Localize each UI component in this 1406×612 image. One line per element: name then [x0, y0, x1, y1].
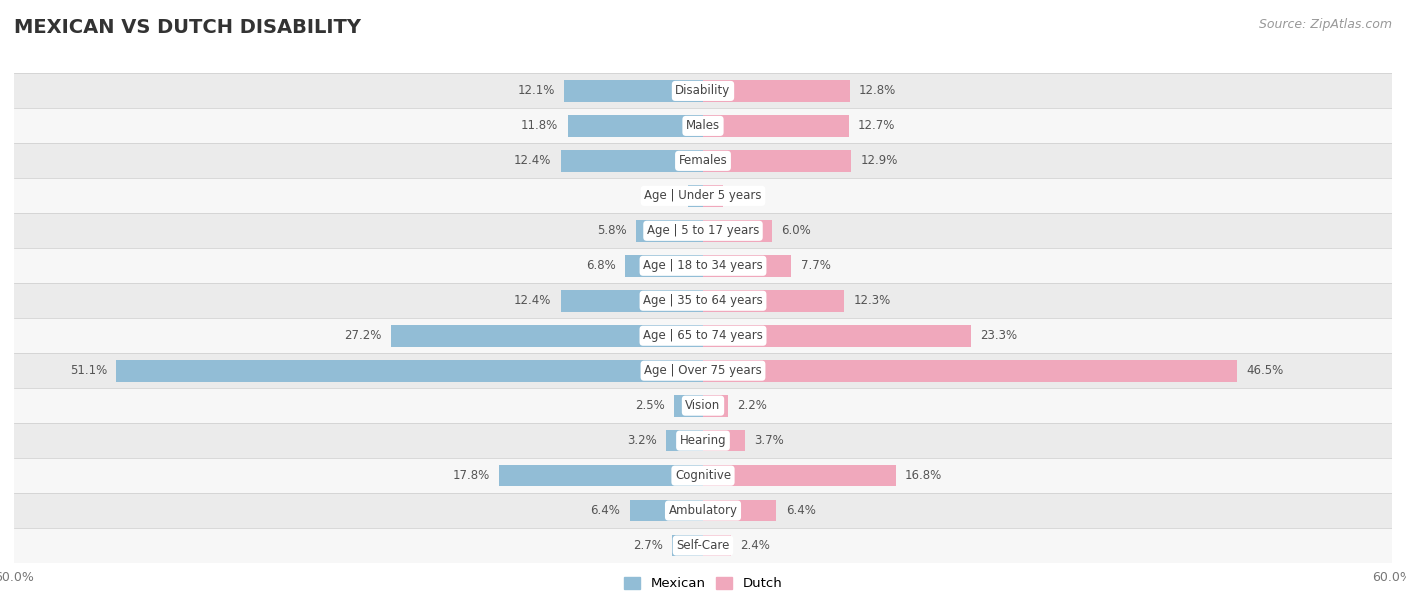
Bar [630, 500, 703, 521]
Bar [672, 535, 703, 556]
Bar [703, 500, 776, 521]
Text: 2.7%: 2.7% [633, 539, 662, 552]
Text: 12.1%: 12.1% [517, 84, 555, 97]
Bar [703, 535, 731, 556]
Bar [637, 220, 703, 242]
Bar [14, 248, 1392, 283]
Text: 12.9%: 12.9% [860, 154, 897, 167]
Text: 12.4%: 12.4% [515, 294, 551, 307]
Bar [568, 115, 703, 136]
Bar [14, 353, 1392, 388]
Text: 17.8%: 17.8% [453, 469, 489, 482]
Text: Self-Care: Self-Care [676, 539, 730, 552]
Bar [564, 80, 703, 102]
Bar [14, 214, 1392, 248]
Text: 51.1%: 51.1% [70, 364, 107, 377]
Text: 16.8%: 16.8% [905, 469, 942, 482]
Bar [703, 255, 792, 277]
Bar [14, 528, 1392, 563]
Text: 2.5%: 2.5% [636, 399, 665, 412]
Bar [666, 430, 703, 452]
Text: Age | 65 to 74 years: Age | 65 to 74 years [643, 329, 763, 342]
Text: MEXICAN VS DUTCH DISABILITY: MEXICAN VS DUTCH DISABILITY [14, 18, 361, 37]
Bar [703, 185, 723, 207]
Bar [14, 73, 1392, 108]
Text: Ambulatory: Ambulatory [668, 504, 738, 517]
Text: Hearing: Hearing [679, 434, 727, 447]
Bar [499, 465, 703, 487]
Text: Age | Under 5 years: Age | Under 5 years [644, 189, 762, 203]
Text: Males: Males [686, 119, 720, 132]
Text: Age | 5 to 17 years: Age | 5 to 17 years [647, 225, 759, 237]
Text: 6.4%: 6.4% [786, 504, 815, 517]
Text: Age | 35 to 64 years: Age | 35 to 64 years [643, 294, 763, 307]
Text: 27.2%: 27.2% [344, 329, 381, 342]
Bar [14, 388, 1392, 423]
Bar [14, 108, 1392, 143]
Bar [703, 115, 849, 136]
Text: 7.7%: 7.7% [800, 259, 831, 272]
Text: 46.5%: 46.5% [1246, 364, 1284, 377]
Text: Source: ZipAtlas.com: Source: ZipAtlas.com [1258, 18, 1392, 31]
Bar [703, 150, 851, 172]
Text: Age | Over 75 years: Age | Over 75 years [644, 364, 762, 377]
Text: 11.8%: 11.8% [522, 119, 558, 132]
Bar [391, 325, 703, 346]
Bar [14, 178, 1392, 214]
Text: 6.4%: 6.4% [591, 504, 620, 517]
Bar [561, 150, 703, 172]
Legend: Mexican, Dutch: Mexican, Dutch [619, 572, 787, 595]
Text: 5.8%: 5.8% [598, 225, 627, 237]
Bar [624, 255, 703, 277]
Bar [703, 325, 970, 346]
Text: 2.2%: 2.2% [738, 399, 768, 412]
Bar [703, 395, 728, 417]
Text: 3.2%: 3.2% [627, 434, 657, 447]
Text: 12.7%: 12.7% [858, 119, 896, 132]
Bar [14, 493, 1392, 528]
Bar [703, 220, 772, 242]
Bar [14, 283, 1392, 318]
Text: 12.4%: 12.4% [515, 154, 551, 167]
Text: 1.3%: 1.3% [650, 189, 679, 203]
Text: 12.3%: 12.3% [853, 294, 890, 307]
Bar [688, 185, 703, 207]
Bar [117, 360, 703, 381]
Bar [703, 430, 745, 452]
Text: Cognitive: Cognitive [675, 469, 731, 482]
Bar [14, 423, 1392, 458]
Bar [703, 290, 844, 312]
Text: Vision: Vision [685, 399, 721, 412]
Bar [703, 360, 1237, 381]
Bar [703, 80, 851, 102]
Text: 1.7%: 1.7% [731, 189, 762, 203]
Bar [561, 290, 703, 312]
Bar [14, 318, 1392, 353]
Text: Age | 18 to 34 years: Age | 18 to 34 years [643, 259, 763, 272]
Text: 6.0%: 6.0% [782, 225, 811, 237]
Text: 6.8%: 6.8% [586, 259, 616, 272]
Bar [703, 465, 896, 487]
Text: 23.3%: 23.3% [980, 329, 1017, 342]
Bar [14, 458, 1392, 493]
Text: 3.7%: 3.7% [755, 434, 785, 447]
Text: Disability: Disability [675, 84, 731, 97]
Text: Females: Females [679, 154, 727, 167]
Text: 2.4%: 2.4% [740, 539, 769, 552]
Bar [675, 395, 703, 417]
Text: 12.8%: 12.8% [859, 84, 897, 97]
Bar [14, 143, 1392, 178]
